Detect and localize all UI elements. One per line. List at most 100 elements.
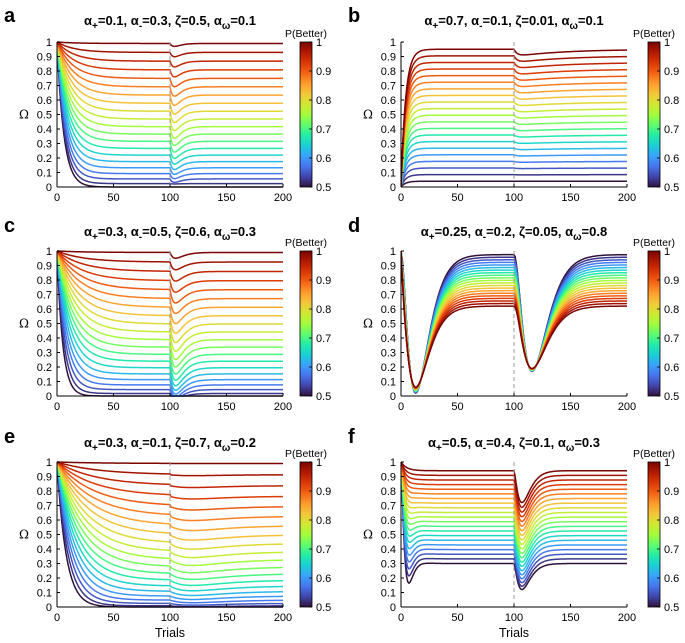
colorbar-label: P(Better) xyxy=(285,448,327,460)
x-tick-label: 50 xyxy=(451,401,463,413)
colorbar-tick-label: 0.8 xyxy=(316,304,331,316)
colorbar-tick-label: 0.7 xyxy=(316,124,331,136)
y-tick-label: 0.9 xyxy=(381,52,396,64)
y-tick-label: 0.7 xyxy=(37,290,52,302)
series-line xyxy=(401,101,627,188)
series-line xyxy=(57,461,283,567)
y-tick-label: 0.1 xyxy=(37,588,52,600)
series-line xyxy=(57,41,283,107)
x-axis-label: Trials xyxy=(499,626,529,640)
y-tick-label: 1 xyxy=(46,457,52,469)
y-tick-label: 0.9 xyxy=(37,472,52,484)
series-line xyxy=(401,180,627,188)
colorbar xyxy=(647,461,661,608)
x-tick-label: 0 xyxy=(54,192,60,204)
y-tick-label: 0.1 xyxy=(37,377,52,389)
series-line xyxy=(57,250,283,387)
y-tick-label: 0.4 xyxy=(37,544,52,556)
y-tick-label: 0.4 xyxy=(381,333,396,345)
y-tick-label: 0.2 xyxy=(381,573,396,585)
x-tick-label: 200 xyxy=(274,612,292,624)
y-tick-label: 0.3 xyxy=(37,139,52,151)
panel-letter: d xyxy=(348,215,360,237)
colorbar-tick-label: 1 xyxy=(664,37,670,49)
y-tick-label: 0.7 xyxy=(381,290,396,302)
series-line xyxy=(57,250,283,282)
x-tick-label: 150 xyxy=(217,612,235,624)
y-tick-label: 0.8 xyxy=(381,275,396,287)
y-tick-label: 0.2 xyxy=(37,362,52,374)
x-tick-label: 0 xyxy=(398,192,404,204)
colorbar-tick-label: 0.8 xyxy=(664,515,679,527)
colorbar-label: P(Better) xyxy=(633,28,675,40)
panel-letter: e xyxy=(4,426,15,448)
panel-e: e α+=0.3, α-=0.1, ζ=0.7, αω=0.200.10.20.3… xyxy=(4,426,331,640)
y-tick-label: 0.8 xyxy=(37,486,52,498)
y-tick-label: 0.4 xyxy=(37,124,52,136)
y-tick-label: 0.3 xyxy=(381,559,396,571)
colorbar-tick-label: 0.6 xyxy=(664,362,679,374)
y-tick-label: 0.3 xyxy=(37,348,52,360)
y-tick-label: 0.4 xyxy=(37,333,52,345)
y-tick-label: 0.1 xyxy=(37,168,52,180)
colorbar-tick-label: 1 xyxy=(316,457,322,469)
x-tick-label: 100 xyxy=(505,401,523,413)
y-tick-label: 0.2 xyxy=(381,153,396,165)
y-tick-label: 0.1 xyxy=(381,377,396,389)
y-tick-label: 0 xyxy=(46,182,52,194)
x-tick-label: 100 xyxy=(505,192,523,204)
y-tick-label: 0 xyxy=(390,391,396,403)
y-tick-label: 0 xyxy=(46,391,52,403)
y-tick-label: 0.2 xyxy=(381,362,396,374)
series-line xyxy=(57,41,283,78)
y-tick-label: 0.7 xyxy=(37,81,52,93)
series-line xyxy=(57,41,283,176)
y-tick-label: 0.8 xyxy=(37,275,52,287)
series-line xyxy=(57,461,283,581)
colorbar-tick-label: 0.7 xyxy=(316,333,331,345)
colorbar-tick-label: 0.7 xyxy=(664,333,679,345)
y-axis-label: Ω xyxy=(363,108,373,122)
y-tick-label: 0.6 xyxy=(381,95,396,107)
y-tick-label: 0.4 xyxy=(381,544,396,556)
y-tick-label: 1 xyxy=(390,37,396,49)
series-line xyxy=(57,461,283,500)
y-tick-label: 0.2 xyxy=(37,573,52,585)
series-line xyxy=(57,461,283,532)
x-tick-label: 50 xyxy=(107,612,119,624)
x-tick-label: 150 xyxy=(561,192,579,204)
y-tick-label: 0.3 xyxy=(381,348,396,360)
colorbar-tick-label: 0.5 xyxy=(316,391,331,403)
y-tick-label: 0 xyxy=(390,602,396,614)
y-tick-label: 1 xyxy=(46,246,52,258)
colorbar-tick-label: 0.8 xyxy=(316,95,331,107)
colorbar-tick-label: 0.5 xyxy=(316,182,331,194)
series-line xyxy=(57,250,283,315)
x-tick-label: 0 xyxy=(54,612,60,624)
panel-f: f α+=0.5, α-=0.4, ζ=0.1, αω=0.300.10.20.3… xyxy=(348,426,679,640)
y-tick-label: 0.5 xyxy=(37,319,52,331)
x-tick-label: 0 xyxy=(398,401,404,413)
x-tick-label: 150 xyxy=(561,401,579,413)
series-line xyxy=(401,81,627,188)
y-axis-label: Ω xyxy=(19,528,29,542)
colorbar-tick-label: 0.5 xyxy=(664,602,679,614)
x-tick-label: 50 xyxy=(451,192,463,204)
series-line xyxy=(401,461,627,576)
y-axis-label: Ω xyxy=(363,528,373,542)
colorbar-tick-label: 0.9 xyxy=(316,486,331,498)
y-tick-label: 0.1 xyxy=(381,588,396,600)
colorbar-tick-label: 0.8 xyxy=(316,515,331,527)
x-tick-label: 100 xyxy=(161,401,179,413)
y-tick-label: 0.9 xyxy=(37,52,52,64)
panel-b: b α+=0.7, α-=0.1, ζ=0.01, αω=0.100.10.20.… xyxy=(348,5,679,204)
panel-d: d α+=0.25, α-=0.2, ζ=0.05, αω=0.800.10.20… xyxy=(348,215,679,413)
y-tick-label: 0.8 xyxy=(37,66,52,78)
y-tick-label: 0.7 xyxy=(381,501,396,513)
x-tick-label: 100 xyxy=(505,612,523,624)
y-tick-label: 0.5 xyxy=(381,530,396,542)
panel-title: α+=0.5, α-=0.4, ζ=0.1, αω=0.3 xyxy=(428,435,600,454)
y-tick-label: 0.5 xyxy=(381,319,396,331)
series-line xyxy=(57,461,283,559)
colorbar-tick-label: 0.6 xyxy=(664,573,679,585)
